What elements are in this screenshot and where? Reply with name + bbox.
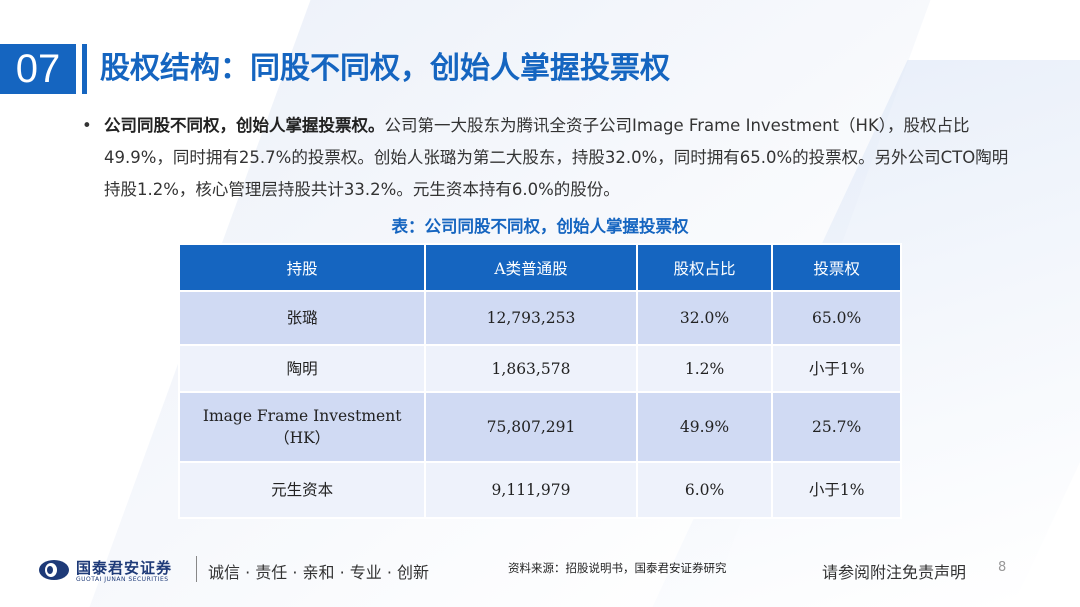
header-class-a-shares: A类普通股	[424, 243, 638, 292]
ratio-cell: 32.0%	[635, 290, 774, 346]
voting-cell: 小于1%	[771, 461, 902, 519]
ratio-cell: 1.2%	[635, 344, 774, 393]
page-number: 8	[998, 560, 1007, 575]
bullet-paragraph: • 公司同股不同权，创始人掌握投票权。公司第一大股东为腾讯全资子公司Image …	[82, 110, 1012, 206]
holder-cell: 张璐	[177, 290, 427, 346]
bullet-body: 公司第一大股东为腾讯全资子公司Image Frame Investment（HK…	[104, 116, 1009, 199]
header-holder: 持股	[177, 243, 427, 292]
shareholding-table: 持股 A类普通股 股权占比 投票权 张璐 12,793,253 32.0% 65…	[177, 243, 902, 519]
table-row: 元生资本 9,111,979 6.0% 小于1%	[177, 461, 902, 519]
company-motto: 诚信 · 责任 · 亲和 · 专业 · 创新	[208, 563, 430, 582]
data-source: 资料来源：招股说明书，国泰君安证券研究	[508, 561, 727, 575]
table-header-row: 持股 A类普通股 股权占比 投票权	[177, 243, 902, 292]
header-equity-ratio: 股权占比	[635, 243, 774, 292]
section-number: 07	[0, 44, 76, 94]
footer-divider	[196, 556, 197, 582]
table-row: 陶明 1,863,578 1.2% 小于1%	[177, 344, 902, 393]
logo-icon	[39, 560, 69, 580]
page-title: 股权结构：同股不同权，创始人掌握投票权	[100, 51, 670, 86]
voting-cell: 65.0%	[771, 290, 902, 346]
shares-cell: 1,863,578	[424, 344, 638, 393]
logo-text-cn: 国泰君安证券	[76, 559, 173, 577]
shares-cell: 12,793,253	[424, 290, 638, 346]
voting-cell: 小于1%	[771, 344, 902, 393]
disclaimer-note: 请参阅附注免责声明	[822, 563, 967, 582]
bullet-text: 公司同股不同权，创始人掌握投票权。公司第一大股东为腾讯全资子公司Image Fr…	[104, 110, 1012, 206]
shares-cell: 9,111,979	[424, 461, 638, 519]
holder-cell: 元生资本	[177, 461, 427, 519]
table-row: 张璐 12,793,253 32.0% 65.0%	[177, 290, 902, 346]
header-voting-rights: 投票权	[771, 243, 902, 292]
voting-cell: 25.7%	[771, 391, 902, 463]
title-accent-bar	[82, 44, 87, 94]
holder-cell: Image Frame Investment （HK）	[177, 391, 427, 463]
company-logo: 国泰君安证券 GUOTAI JUNAN SECURITIES	[38, 555, 188, 585]
bullet-dot: •	[82, 116, 92, 135]
table-caption: 表：公司同股不同权，创始人掌握投票权	[391, 217, 689, 236]
bullet-lead: 公司同股不同权，创始人掌握投票权。	[104, 116, 385, 135]
table-row: Image Frame Investment （HK） 75,807,291 4…	[177, 391, 902, 463]
logo-text-en: GUOTAI JUNAN SECURITIES	[76, 576, 169, 583]
ratio-cell: 49.9%	[635, 391, 774, 463]
ratio-cell: 6.0%	[635, 461, 774, 519]
holder-cell: 陶明	[177, 344, 427, 393]
shares-cell: 75,807,291	[424, 391, 638, 463]
